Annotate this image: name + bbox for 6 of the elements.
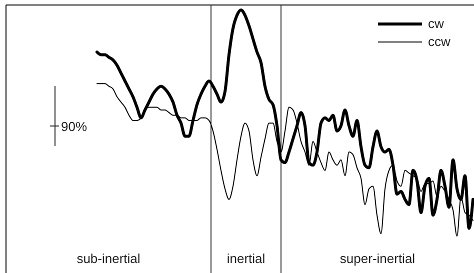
legend-label: ccw	[428, 34, 451, 49]
annotation: inertial	[226, 251, 266, 266]
annotation: super-inertial	[340, 251, 416, 266]
text: 90%	[61, 119, 88, 134]
legend-label: cw	[428, 16, 444, 31]
annotation: sub-inertial	[76, 251, 140, 266]
